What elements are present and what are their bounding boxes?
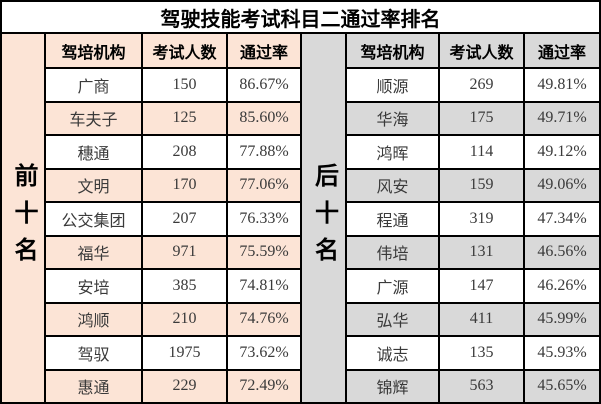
rate-cell: 85.60% xyxy=(228,102,300,134)
rate-cell: 77.06% xyxy=(228,169,300,201)
count-cell: 269 xyxy=(440,69,523,101)
count-cell: 147 xyxy=(440,270,523,302)
rate-cell: 77.88% xyxy=(228,136,300,168)
rate-cell: 75.59% xyxy=(228,236,300,268)
count-cell: 411 xyxy=(440,303,523,335)
rate-cell: 76.33% xyxy=(228,203,300,235)
rate-cell: 46.56% xyxy=(525,236,599,268)
section-label-top10: 前十名 xyxy=(2,34,44,402)
institution-cell: 伟培 xyxy=(347,236,438,268)
rate-cell: 45.65% xyxy=(525,370,599,402)
count-cell: 135 xyxy=(440,337,523,369)
column-header-institution-right: 驾培机构 xyxy=(347,34,438,67)
rate-cell: 49.71% xyxy=(525,102,599,134)
column-header-institution-left: 驾培机构 xyxy=(46,34,141,67)
institution-cell: 锦辉 xyxy=(347,370,438,402)
institution-cell: 华海 xyxy=(347,102,438,134)
rate-cell: 45.99% xyxy=(525,303,599,335)
section-label-bottom10: 后十名 xyxy=(302,34,345,402)
institution-cell: 诚志 xyxy=(347,337,438,369)
count-cell: 207 xyxy=(143,203,226,235)
institution-cell: 公交集团 xyxy=(46,203,141,235)
institution-cell: 惠通 xyxy=(46,370,141,402)
institution-cell: 弘华 xyxy=(347,303,438,335)
institution-cell: 福华 xyxy=(46,236,141,268)
count-cell: 175 xyxy=(440,102,523,134)
count-cell: 131 xyxy=(440,236,523,268)
count-cell: 114 xyxy=(440,136,523,168)
rate-cell: 74.76% xyxy=(228,303,300,335)
ranking-grid: 前十名 后十名 驾培机构 考试人数 通过率 驾培机构 考试人数 通过率 广商 1… xyxy=(2,34,599,402)
count-cell: 319 xyxy=(440,203,523,235)
count-cell: 210 xyxy=(143,303,226,335)
count-cell: 125 xyxy=(143,102,226,134)
institution-cell: 广商 xyxy=(46,69,141,101)
rate-cell: 47.34% xyxy=(525,203,599,235)
rate-cell: 86.67% xyxy=(228,69,300,101)
institution-cell: 程通 xyxy=(347,203,438,235)
institution-cell: 广源 xyxy=(347,270,438,302)
institution-cell: 安培 xyxy=(46,270,141,302)
count-cell: 229 xyxy=(143,370,226,402)
rate-cell: 46.26% xyxy=(525,270,599,302)
count-cell: 150 xyxy=(143,69,226,101)
column-header-count-right: 考试人数 xyxy=(440,34,523,67)
rate-cell: 74.81% xyxy=(228,270,300,302)
column-header-rate-right: 通过率 xyxy=(525,34,599,67)
rate-cell: 72.49% xyxy=(228,370,300,402)
column-header-count-left: 考试人数 xyxy=(143,34,226,67)
count-cell: 208 xyxy=(143,136,226,168)
count-cell: 563 xyxy=(440,370,523,402)
institution-cell: 驾驭 xyxy=(46,337,141,369)
rate-cell: 49.81% xyxy=(525,69,599,101)
institution-cell: 车夫子 xyxy=(46,102,141,134)
count-cell: 1975 xyxy=(143,337,226,369)
rate-cell: 73.62% xyxy=(228,337,300,369)
count-cell: 170 xyxy=(143,169,226,201)
institution-cell: 穗通 xyxy=(46,136,141,168)
institution-cell: 文明 xyxy=(46,169,141,201)
column-header-rate-left: 通过率 xyxy=(228,34,300,67)
count-cell: 385 xyxy=(143,270,226,302)
count-cell: 159 xyxy=(440,169,523,201)
institution-cell: 顺源 xyxy=(347,69,438,101)
rate-cell: 49.06% xyxy=(525,169,599,201)
rate-cell: 45.93% xyxy=(525,337,599,369)
rate-cell: 49.12% xyxy=(525,136,599,168)
page-title: 驾驶技能考试科目二通过率排名 xyxy=(2,2,599,34)
institution-cell: 鸿顺 xyxy=(46,303,141,335)
count-cell: 971 xyxy=(143,236,226,268)
institution-cell: 风安 xyxy=(347,169,438,201)
institution-cell: 鸿晖 xyxy=(347,136,438,168)
